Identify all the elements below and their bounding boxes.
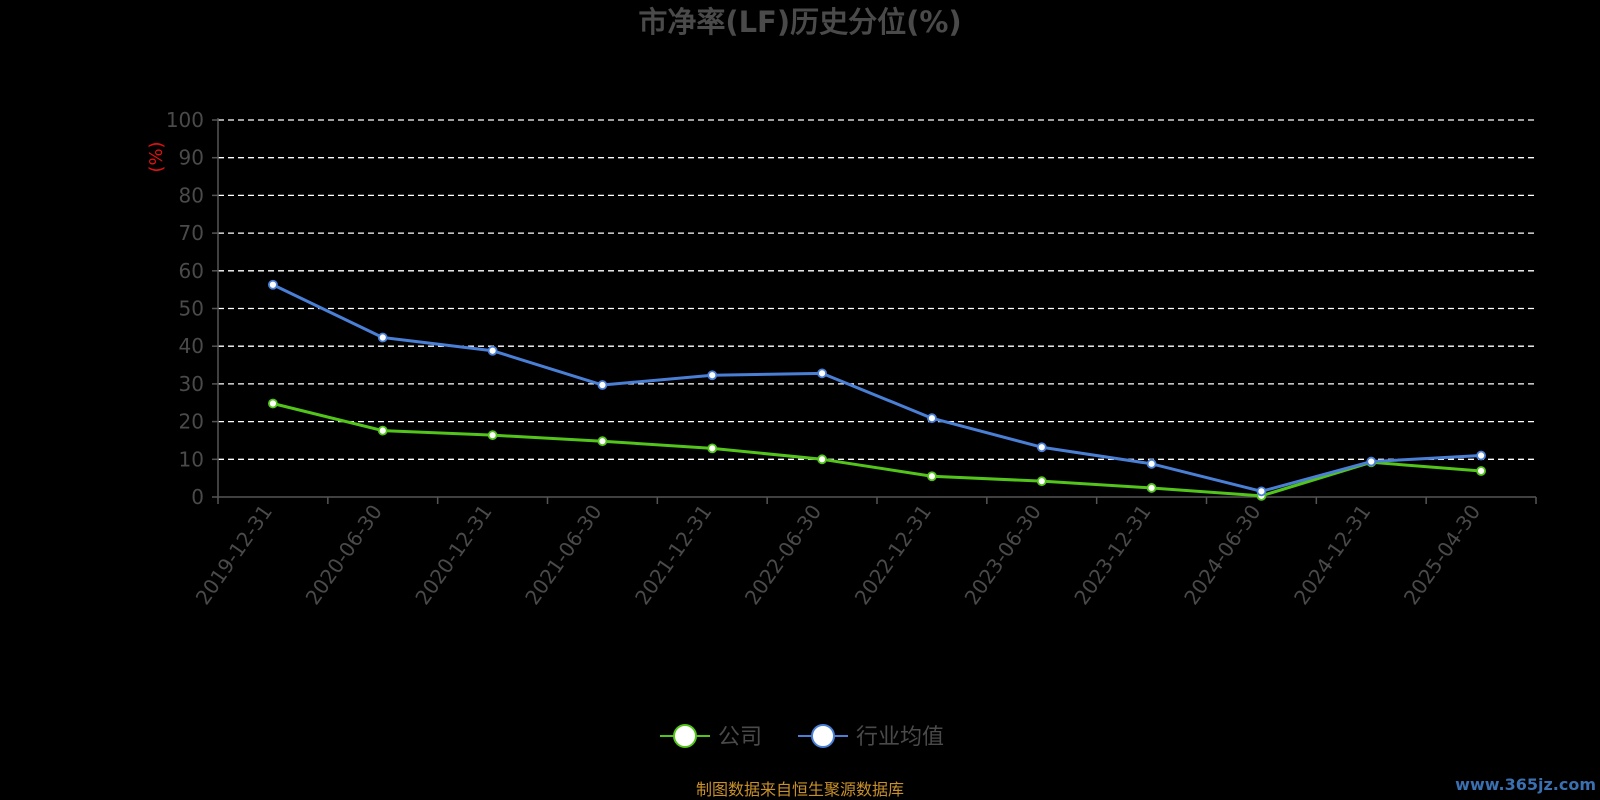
y-tick-label: 30 [179,372,204,396]
data-source-note: 制图数据来自恒生聚源数据库 [696,780,904,799]
legend-label: 行业均值 [856,725,944,750]
series-line [272,283,1482,493]
x-tick-label: 2019-12-31 [191,500,277,609]
series-company [268,398,1486,501]
data-point[interactable] [268,398,278,409]
legend-marker [673,724,697,748]
x-tick-label: 2020-06-30 [301,500,387,609]
y-axis-ticks: 0 10 20 30 40 50 60 70 80 90 100 [166,108,204,509]
data-point[interactable] [817,368,827,379]
x-tick-label: 2021-06-30 [520,500,606,609]
x-tick-label: 2021-12-31 [630,500,716,609]
data-point[interactable] [1366,456,1377,467]
data-point[interactable] [377,425,388,436]
x-tick-label: 2024-12-31 [1289,500,1375,609]
legend-label: 公司 [718,725,762,750]
data-point[interactable] [487,430,498,441]
data-point[interactable] [1146,483,1157,493]
axes [212,118,1537,504]
y-tick-label: 80 [179,183,204,207]
y-tick-label: 10 [179,447,204,471]
y-axis-unit-label: (%) [146,141,167,172]
data-point[interactable] [377,332,388,343]
data-point[interactable] [927,413,937,424]
legend-marker [811,724,835,748]
data-point[interactable] [487,345,498,356]
y-tick-label: 50 [179,297,204,321]
watermark: www.365jz.com [1455,775,1596,794]
chart-title: 市净率(LF)历史分位(%) [638,5,961,39]
y-tick-label: 40 [179,334,204,358]
data-point[interactable] [1036,476,1047,487]
data-point[interactable] [1256,486,1267,497]
data-point[interactable] [817,454,827,465]
x-tick-label: 2024-06-30 [1179,500,1265,609]
y-tick-label: 70 [179,221,204,245]
x-tick-label: 2022-06-30 [740,500,826,609]
x-tick-label: 2023-06-30 [960,500,1046,609]
data-point[interactable] [927,471,937,482]
data-point[interactable] [1476,466,1486,476]
x-tick-label: 2020-12-31 [410,500,496,609]
legend-item[interactable]: 行业均值 [798,724,944,750]
series-line [272,402,1482,498]
data-point[interactable] [707,370,718,381]
legend[interactable]: 公司 行业均值 [660,724,944,750]
data-point[interactable] [1476,450,1486,461]
series-industry-average [268,279,1486,497]
y-tick-label: 60 [179,259,204,283]
x-tick-label: 2023-12-31 [1069,500,1155,609]
x-tick-label: 2025-04-30 [1399,500,1485,609]
data-point[interactable] [1036,442,1047,453]
x-axis-ticks: 2019-12-31 2020-06-30 2020-12-31 2021-06-30… [191,500,1485,609]
legend-item[interactable]: 公司 [660,724,762,750]
y-tick-label: 0 [191,485,204,509]
data-point[interactable] [597,380,608,390]
data-point[interactable] [1146,458,1157,469]
data-point[interactable] [597,436,608,447]
x-tick-label: 2022-12-31 [850,500,936,609]
y-tick-label: 20 [179,410,204,434]
y-tick-label: 100 [166,108,204,132]
y-tick-label: 90 [179,146,204,170]
gridlines [218,119,1536,460]
series-group [268,279,1486,501]
data-point[interactable] [268,279,278,290]
data-point[interactable] [707,443,718,454]
